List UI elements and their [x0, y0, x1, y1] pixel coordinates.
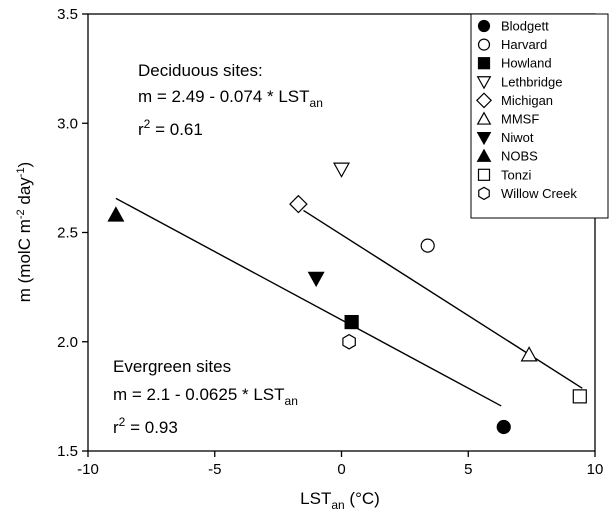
y-axis-title: m (molC m-2 day-1) — [15, 162, 34, 302]
legend-label-michigan: Michigan — [501, 93, 553, 108]
evergreen-equation: m = 2.1 - 0.0625 * LSTan — [113, 385, 298, 408]
legend-marker-nobs — [476, 148, 492, 162]
y-tick-label: 2.5 — [57, 225, 78, 242]
x-tick-label: -5 — [208, 461, 221, 478]
data-point-niwot — [307, 271, 325, 288]
data-point-tonzi — [572, 389, 587, 404]
evergreen-r2: r2 = 0.93 — [113, 415, 178, 437]
data-point-blodgett — [496, 419, 511, 435]
legend-label-niwot: Niwot — [501, 130, 534, 145]
legend-marker-lethbridge — [476, 76, 492, 90]
legend-marker-tonzi — [477, 168, 491, 181]
legend-label-mmsf: MMSF — [501, 112, 539, 127]
y-axis-ticks: 1.5 2.0 2.5 3.0 3.5 — [57, 6, 88, 460]
legend-label-willow-creek: Willow Creek — [501, 186, 577, 201]
evergreen-title: Evergreen sites — [113, 357, 231, 376]
evergreen-annotation: Evergreen sites m = 2.1 - 0.0625 * LSTan… — [113, 357, 298, 437]
legend-label-nobs: NOBS — [501, 149, 538, 164]
x-tick-label: 0 — [337, 461, 345, 478]
legend-label-lethbridge: Lethbridge — [501, 74, 562, 89]
data-point-howland — [344, 314, 359, 330]
legend-box — [470, 13, 609, 219]
y-tick-label: 3.0 — [57, 115, 78, 132]
x-tick-label: -10 — [77, 461, 99, 478]
legend-marker-michigan — [476, 92, 492, 109]
y-tick-label: 1.5 — [57, 443, 78, 460]
legend-label-blodgett: Blodgett — [501, 19, 549, 34]
data-point-nobs — [107, 206, 125, 222]
deciduous-fit-line — [303, 209, 583, 389]
y-tick-label: 3.5 — [57, 6, 78, 23]
data-point-michigan — [289, 194, 308, 214]
x-axis-ticks: -10 -5 0 5 10 — [77, 451, 603, 478]
data-point-willow-creek — [342, 333, 356, 350]
legend-label-harvard: Harvard — [501, 37, 547, 52]
deciduous-title: Deciduous sites: — [138, 61, 263, 80]
x-tick-label: 10 — [587, 461, 604, 478]
legend-marker-mmsf — [476, 111, 492, 125]
legend-marker-niwot — [476, 131, 492, 146]
data-points — [107, 162, 587, 435]
legend-marker-blodgett — [477, 19, 491, 33]
deciduous-equation: m = 2.49 - 0.074 * LSTan — [138, 87, 323, 110]
deciduous-annotation: Deciduous sites: m = 2.49 - 0.074 * LSTa… — [138, 61, 323, 139]
legend-marker-howland — [477, 57, 491, 70]
deciduous-r2: r2 = 0.61 — [138, 117, 203, 139]
legend-marker-willow-creek — [478, 186, 490, 201]
data-point-lethbridge — [333, 162, 350, 178]
y-tick-label: 2.0 — [57, 334, 78, 351]
data-point-harvard — [420, 238, 435, 253]
evergreen-fit-line — [115, 197, 502, 407]
data-point-mmsf — [520, 346, 538, 362]
legend-marker-harvard — [477, 38, 491, 51]
legend-label-tonzi: Tonzi — [501, 167, 531, 182]
x-tick-label: 5 — [464, 461, 472, 478]
legend-label-howland: Howland — [501, 56, 552, 71]
x-axis-title: LSTan (°C) — [300, 489, 380, 512]
legend: Blodgett Harvard Howland Lethbridge Michigan… — [470, 13, 609, 219]
